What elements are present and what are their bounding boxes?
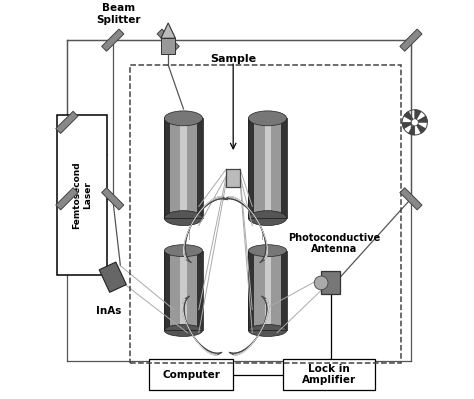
Bar <box>170 251 197 330</box>
Bar <box>321 271 340 294</box>
Bar <box>164 119 202 218</box>
Bar <box>164 251 202 330</box>
Ellipse shape <box>164 211 202 225</box>
Text: InAs: InAs <box>96 306 122 316</box>
Bar <box>164 119 170 218</box>
Bar <box>197 119 202 218</box>
Polygon shape <box>56 111 78 133</box>
Polygon shape <box>101 29 124 51</box>
Circle shape <box>411 119 418 126</box>
Polygon shape <box>183 197 228 263</box>
Bar <box>226 169 240 187</box>
Text: Lock in
Amplifier: Lock in Amplifier <box>301 364 356 385</box>
Bar <box>248 251 287 330</box>
Polygon shape <box>101 188 124 210</box>
Polygon shape <box>182 296 222 355</box>
Wedge shape <box>404 111 415 122</box>
Polygon shape <box>56 188 78 210</box>
Polygon shape <box>161 23 175 38</box>
Bar <box>264 251 272 330</box>
Text: Computer: Computer <box>162 369 220 380</box>
Bar <box>164 251 170 330</box>
Text: Femtosecond
Laser: Femtosecond Laser <box>73 161 92 229</box>
Bar <box>149 359 233 390</box>
Bar <box>197 251 202 330</box>
Bar <box>254 119 281 218</box>
Circle shape <box>314 276 328 290</box>
Polygon shape <box>157 29 179 51</box>
Wedge shape <box>415 110 421 122</box>
Bar <box>248 119 287 218</box>
Bar <box>57 115 107 275</box>
Ellipse shape <box>248 324 287 336</box>
Bar <box>254 251 281 330</box>
Polygon shape <box>400 29 422 51</box>
Bar <box>248 119 254 218</box>
Ellipse shape <box>248 211 287 225</box>
Wedge shape <box>409 122 415 135</box>
Bar <box>181 119 187 218</box>
Bar <box>181 251 187 330</box>
Bar <box>281 119 287 218</box>
Ellipse shape <box>248 111 287 126</box>
Ellipse shape <box>164 245 202 257</box>
Wedge shape <box>415 116 428 122</box>
Bar <box>164 251 202 330</box>
Polygon shape <box>229 296 268 355</box>
Polygon shape <box>224 197 267 263</box>
Ellipse shape <box>248 245 287 257</box>
Bar <box>161 38 175 53</box>
Bar <box>248 119 287 218</box>
Ellipse shape <box>164 111 202 126</box>
Bar <box>170 119 197 218</box>
Bar <box>281 251 287 330</box>
Bar <box>264 119 272 218</box>
Polygon shape <box>99 262 126 292</box>
Wedge shape <box>402 122 415 128</box>
Bar <box>164 119 202 218</box>
Bar <box>283 359 374 390</box>
Text: Beam
Splitter: Beam Splitter <box>96 3 141 25</box>
Ellipse shape <box>164 324 202 336</box>
Text: Sample: Sample <box>210 53 256 63</box>
Wedge shape <box>415 122 426 133</box>
Bar <box>130 65 401 363</box>
Text: Photoconductive
Antenna: Photoconductive Antenna <box>288 233 381 254</box>
Polygon shape <box>400 188 422 210</box>
Bar <box>248 251 287 330</box>
Bar <box>248 251 254 330</box>
